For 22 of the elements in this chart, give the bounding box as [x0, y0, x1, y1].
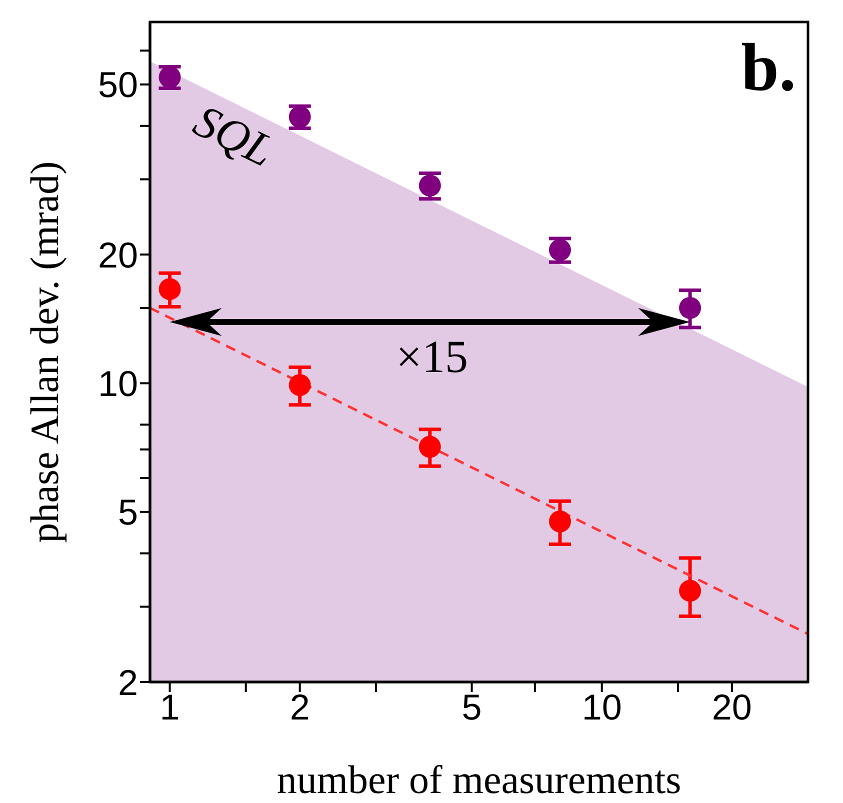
- x-tick-label: 20: [712, 686, 752, 728]
- x-tick-label: 10: [582, 686, 622, 728]
- y-tick-label: 10: [98, 363, 138, 404]
- point: [418, 174, 441, 197]
- y-axis-title: phase Allan dev. (mrad): [22, 161, 67, 543]
- point: [548, 510, 571, 532]
- y-tick-label: 5: [118, 492, 138, 533]
- annotation: ×15: [396, 331, 468, 382]
- x-tick-label: 5: [462, 686, 482, 728]
- annotation: b.: [741, 29, 796, 105]
- point: [418, 436, 441, 458]
- x-axis-title: number of measurements: [276, 757, 682, 802]
- y-tick-label: 2: [118, 662, 138, 703]
- annotation: SQL: [186, 94, 282, 176]
- point: [679, 580, 702, 602]
- point: [679, 296, 702, 319]
- point: [288, 374, 311, 396]
- point: [158, 278, 181, 300]
- y-tick-label: 50: [98, 64, 138, 106]
- y-tick-label: 20: [98, 234, 138, 276]
- x-tick-label: 1: [160, 686, 180, 728]
- x-tick-label: 2: [290, 686, 310, 728]
